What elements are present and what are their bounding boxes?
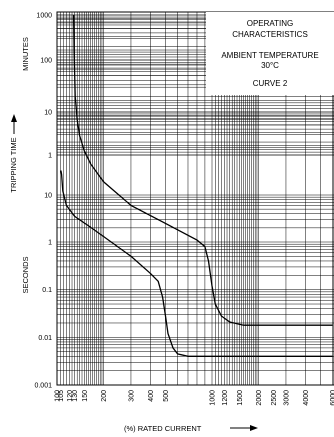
x-tick-label: 300	[129, 390, 136, 402]
x-tick-label: 3000	[284, 390, 291, 406]
title-line-2: CHARACTERISTICS	[232, 30, 308, 39]
y-tick-label-seconds: 0.01	[38, 335, 52, 342]
title-box	[206, 12, 334, 95]
y-tick-label-minutes: 10	[44, 110, 52, 117]
x-tick-label: 400	[148, 390, 155, 402]
x-tick-label: 2000	[256, 390, 263, 406]
title-line-5: CURVE 2	[253, 79, 288, 88]
x-tick-label: 1500	[237, 390, 244, 406]
title-line-3: AMBIENT TEMPERATURE	[221, 51, 318, 60]
ylabel-seconds: SECONDS	[21, 256, 30, 293]
title-line-1: OPERATING	[247, 19, 294, 28]
y-tick-label-seconds: 10	[44, 193, 52, 200]
xlabel-arrow	[230, 425, 258, 431]
x-tick-label: 105	[58, 390, 65, 402]
x-tick-label: 100	[55, 390, 62, 402]
x-tick-label: 6000	[330, 390, 334, 406]
x-tick-label: 200	[101, 390, 108, 402]
ylabel-arrow	[11, 114, 17, 134]
x-tick-label: 1200	[222, 390, 229, 406]
x-tick-label: 4000	[303, 390, 310, 406]
y-tick-label-seconds: 0.001	[34, 383, 52, 390]
y-tick-label-seconds: 0.1	[42, 287, 52, 294]
curves	[60, 14, 333, 357]
x-tick-label: 500	[163, 390, 170, 402]
x-tick-label: 120	[67, 390, 74, 402]
x-tick-label: 1000	[210, 390, 217, 406]
x-tick-label: 2500	[271, 390, 278, 406]
x-tick-label: 130	[72, 390, 79, 402]
y-tick-label-minutes: 1	[48, 153, 52, 160]
y-tick-label-seconds: 1	[48, 240, 52, 247]
xlabel: (%) RATED CURRENT	[124, 424, 202, 433]
title-line-4: 30°C	[261, 61, 279, 70]
y-tick-label-minutes: 100	[40, 58, 52, 65]
x-tick-label: 150	[82, 390, 89, 402]
curve-1	[72, 14, 333, 326]
plot-frame	[56, 11, 334, 386]
ylabel-tripping-time: TRIPPING TIME	[9, 137, 18, 192]
curve-2	[60, 170, 333, 357]
y-tick-label-minutes: 1000	[36, 13, 52, 20]
ylabel-minutes: MINUTES	[21, 37, 30, 71]
